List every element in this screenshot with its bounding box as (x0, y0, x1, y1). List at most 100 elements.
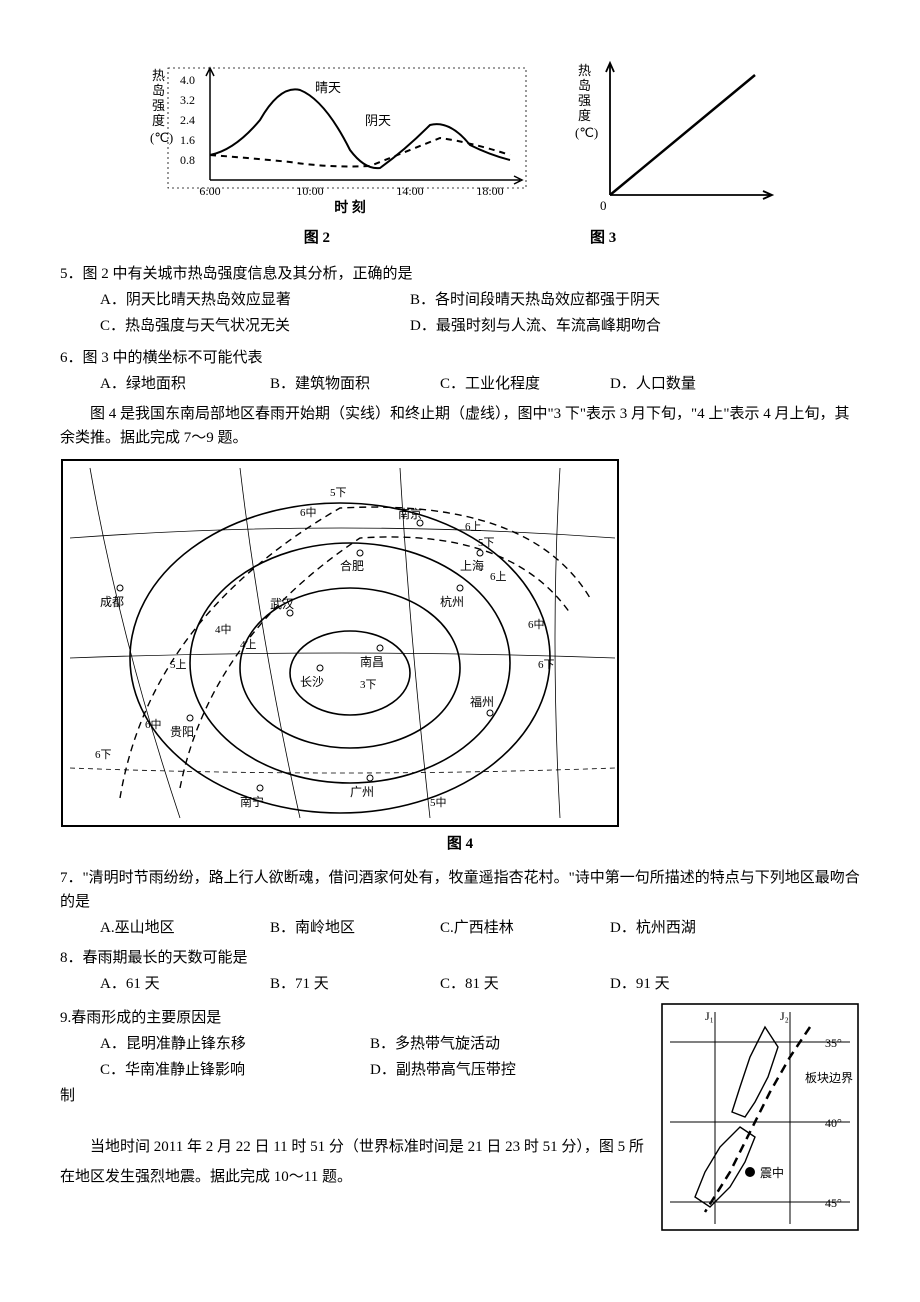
figure-5: 35° 40° 45° J₁ J₂ 板块边界 震中 (660, 1002, 860, 1232)
city-nanjing: 南京 (398, 506, 422, 521)
city-nanning: 南宁 (240, 794, 264, 809)
lbl-8: 4上 (240, 638, 257, 651)
fig3-line (610, 75, 755, 195)
q7-B: B．南岭地区 (270, 916, 440, 940)
q5-stem: 5．图 2 中有关城市热岛强度信息及其分析，正确的是 (60, 262, 860, 286)
lbl-4: 6上 (490, 570, 507, 583)
j1-label: J₁ (705, 1009, 714, 1023)
q6-A: A．绿地面积 (100, 372, 270, 396)
question-6: 6．图 3 中的横坐标不可能代表 A．绿地面积 B．建筑物面积 C．工业化程度 … (60, 346, 860, 396)
fig3-yl-3: 强 (578, 93, 591, 108)
fig2-caption: 图 2 (304, 226, 330, 250)
q9-B: B．多热带气旋活动 (370, 1032, 640, 1056)
lbl-13: 6下 (95, 749, 112, 761)
lbl-1: 6中 (300, 506, 317, 519)
fig2-ylabel-3: 强 (152, 98, 165, 113)
xtick-14: 14:00 (396, 184, 423, 198)
q9-C: C．华南准静止锋影响 (100, 1058, 370, 1082)
caption-row: 图 2 图 3 (60, 226, 860, 250)
q8-stem: 8．春雨期最长的天数可能是 (60, 946, 860, 970)
fig2-ylabel-5: (℃) (150, 130, 173, 145)
city-hefei: 合肥 (340, 558, 364, 573)
fig3-yl-1: 热 (578, 63, 591, 78)
q8-C: C．81 天 (440, 972, 610, 996)
figure-4: 成都 合肥 南京 上海 杭州 武汉 长沙 南昌 贵阳 南宁 广州 福州 5下 6… (60, 458, 860, 828)
bottom-section: 9.春雨形成的主要原因是 A．昆明准静止锋东移 B．多热带气旋活动 C．华南准静… (60, 1002, 860, 1232)
q9-D: D．副热带高气压带控 (370, 1058, 640, 1082)
series-sunny (210, 89, 510, 168)
question-8: 8．春雨期最长的天数可能是 A．61 天 B．71 天 C．81 天 D．91 … (60, 946, 860, 996)
xtick-6: 6:00 (199, 184, 220, 198)
xtick-18: 18:00 (476, 184, 503, 198)
city-fuzhou: 福州 (470, 694, 494, 709)
fig2-ylabel-4: 度 (152, 113, 165, 128)
fig4-caption: 图 4 (60, 832, 860, 856)
q7-D: D．杭州西湖 (610, 916, 780, 940)
question-7: 7．"清明时节雨纷纷，路上行人欲断魂，借问酒家何处有，牧童遥指杏花村。"诗中第一… (60, 866, 860, 940)
ytick-0: 0.8 (180, 153, 195, 167)
fig3-yl-2: 岛 (578, 78, 591, 93)
lbl-5: 6中 (528, 618, 545, 631)
epicenter-label: 震中 (760, 1165, 784, 1180)
lbl-2: 6上 (465, 520, 482, 533)
figure-row-2-3: 热 岛 强 度 (℃) 4.0 3.2 2.4 1.6 0.8 6:00 10:… (60, 50, 860, 220)
map-fig4: 成都 合肥 南京 上海 杭州 武汉 长沙 南昌 贵阳 南宁 广州 福州 5下 6… (60, 458, 620, 828)
lat-40: 40° (825, 1116, 842, 1130)
series-cloudy (210, 138, 510, 167)
lbl-11: 5中 (430, 796, 447, 809)
lbl-0: 5下 (330, 487, 347, 499)
q6-stem: 6．图 3 中的横坐标不可能代表 (60, 346, 860, 370)
intro-fig5: 当地时间 2011 年 2 月 22 日 11 时 51 分（世界标准时间是 2… (60, 1132, 650, 1192)
fig2-xlabel: 时 刻 (334, 199, 366, 216)
q7-C: C.广西桂林 (440, 916, 610, 940)
city-wuhan: 武汉 (270, 597, 294, 611)
q5-B: B．各时间段晴天热岛效应都强于阴天 (410, 288, 720, 312)
city-nanchang: 南昌 (360, 654, 384, 669)
fig3-caption: 图 3 (590, 226, 616, 250)
lbl-7: 3下 (360, 679, 377, 691)
legend-cloudy: 阴天 (365, 113, 391, 128)
q5-C: C．热岛强度与天气状况无关 (100, 314, 410, 338)
q7-A: A.巫山地区 (100, 916, 270, 940)
map-fig5: 35° 40° 45° J₁ J₂ 板块边界 震中 (660, 1002, 860, 1232)
lbl-9: 4中 (215, 623, 232, 636)
question-9: 9.春雨形成的主要原因是 A．昆明准静止锋东移 B．多热带气旋活动 C．华南准静… (60, 1006, 650, 1108)
city-shanghai: 上海 (460, 558, 484, 573)
q9-options: A．昆明准静止锋东移 B．多热带气旋活动 C．华南准静止锋影响 D．副热带高气压… (60, 1032, 650, 1084)
legend-sunny: 晴天 (315, 80, 341, 95)
q9-D-cont: 制 (60, 1084, 650, 1108)
ytick-1: 1.6 (180, 133, 195, 147)
fig3-yl-5: (℃) (575, 125, 598, 140)
lbl-10: 5上 (170, 658, 187, 671)
city-changsha: 长沙 (300, 675, 324, 689)
lat-35: 35° (825, 1036, 842, 1050)
q9-stem: 9.春雨形成的主要原因是 (60, 1006, 650, 1030)
q9-A: A．昆明准静止锋东移 (100, 1032, 370, 1056)
epicenter-dot (745, 1167, 755, 1177)
q8-options: A．61 天 B．71 天 C．81 天 D．91 天 (60, 972, 860, 996)
fig2-ylabel-1: 热 (152, 68, 165, 83)
q8-A: A．61 天 (100, 972, 270, 996)
q5-A: A．阴天比晴天热岛效应显著 (100, 288, 410, 312)
bottom-left-col: 9.春雨形成的主要原因是 A．昆明准静止锋东移 B．多热带气旋活动 C．华南准静… (60, 1002, 650, 1196)
ytick-3: 3.2 (180, 93, 195, 107)
question-5: 5．图 2 中有关城市热岛强度信息及其分析，正确的是 A．阴天比晴天热岛效应显著… (60, 262, 860, 340)
lbl-3: 5下 (478, 537, 495, 549)
q6-D: D．人口数量 (610, 372, 780, 396)
lat-45: 45° (825, 1196, 842, 1210)
q6-B: B．建筑物面积 (270, 372, 440, 396)
city-hangzhou: 杭州 (440, 594, 464, 609)
fig3-yl-4: 度 (578, 108, 591, 123)
q7-options: A.巫山地区 B．南岭地区 C.广西桂林 D．杭州西湖 (60, 916, 860, 940)
q8-B: B．71 天 (270, 972, 440, 996)
ytick-4: 4.0 (180, 73, 195, 87)
q6-options: A．绿地面积 B．建筑物面积 C．工业化程度 D．人口数量 (60, 372, 860, 396)
ytick-2: 2.4 (180, 113, 195, 127)
figure-2: 热 岛 强 度 (℃) 4.0 3.2 2.4 1.6 0.8 6:00 10:… (140, 50, 540, 220)
q5-D: D．最强时刻与人流、车流高峰期吻合 (410, 314, 720, 338)
q7-stem: 7．"清明时节雨纷纷，路上行人欲断魂，借问酒家何处有，牧童遥指杏花村。"诗中第一… (60, 866, 860, 914)
chart-fig2: 热 岛 强 度 (℃) 4.0 3.2 2.4 1.6 0.8 6:00 10:… (140, 50, 540, 220)
chart-fig3: 热 岛 强 度 (℃) 0 (570, 50, 780, 220)
city-chengdu: 成都 (100, 595, 124, 609)
city-guiyang: 贵阳 (170, 725, 194, 739)
